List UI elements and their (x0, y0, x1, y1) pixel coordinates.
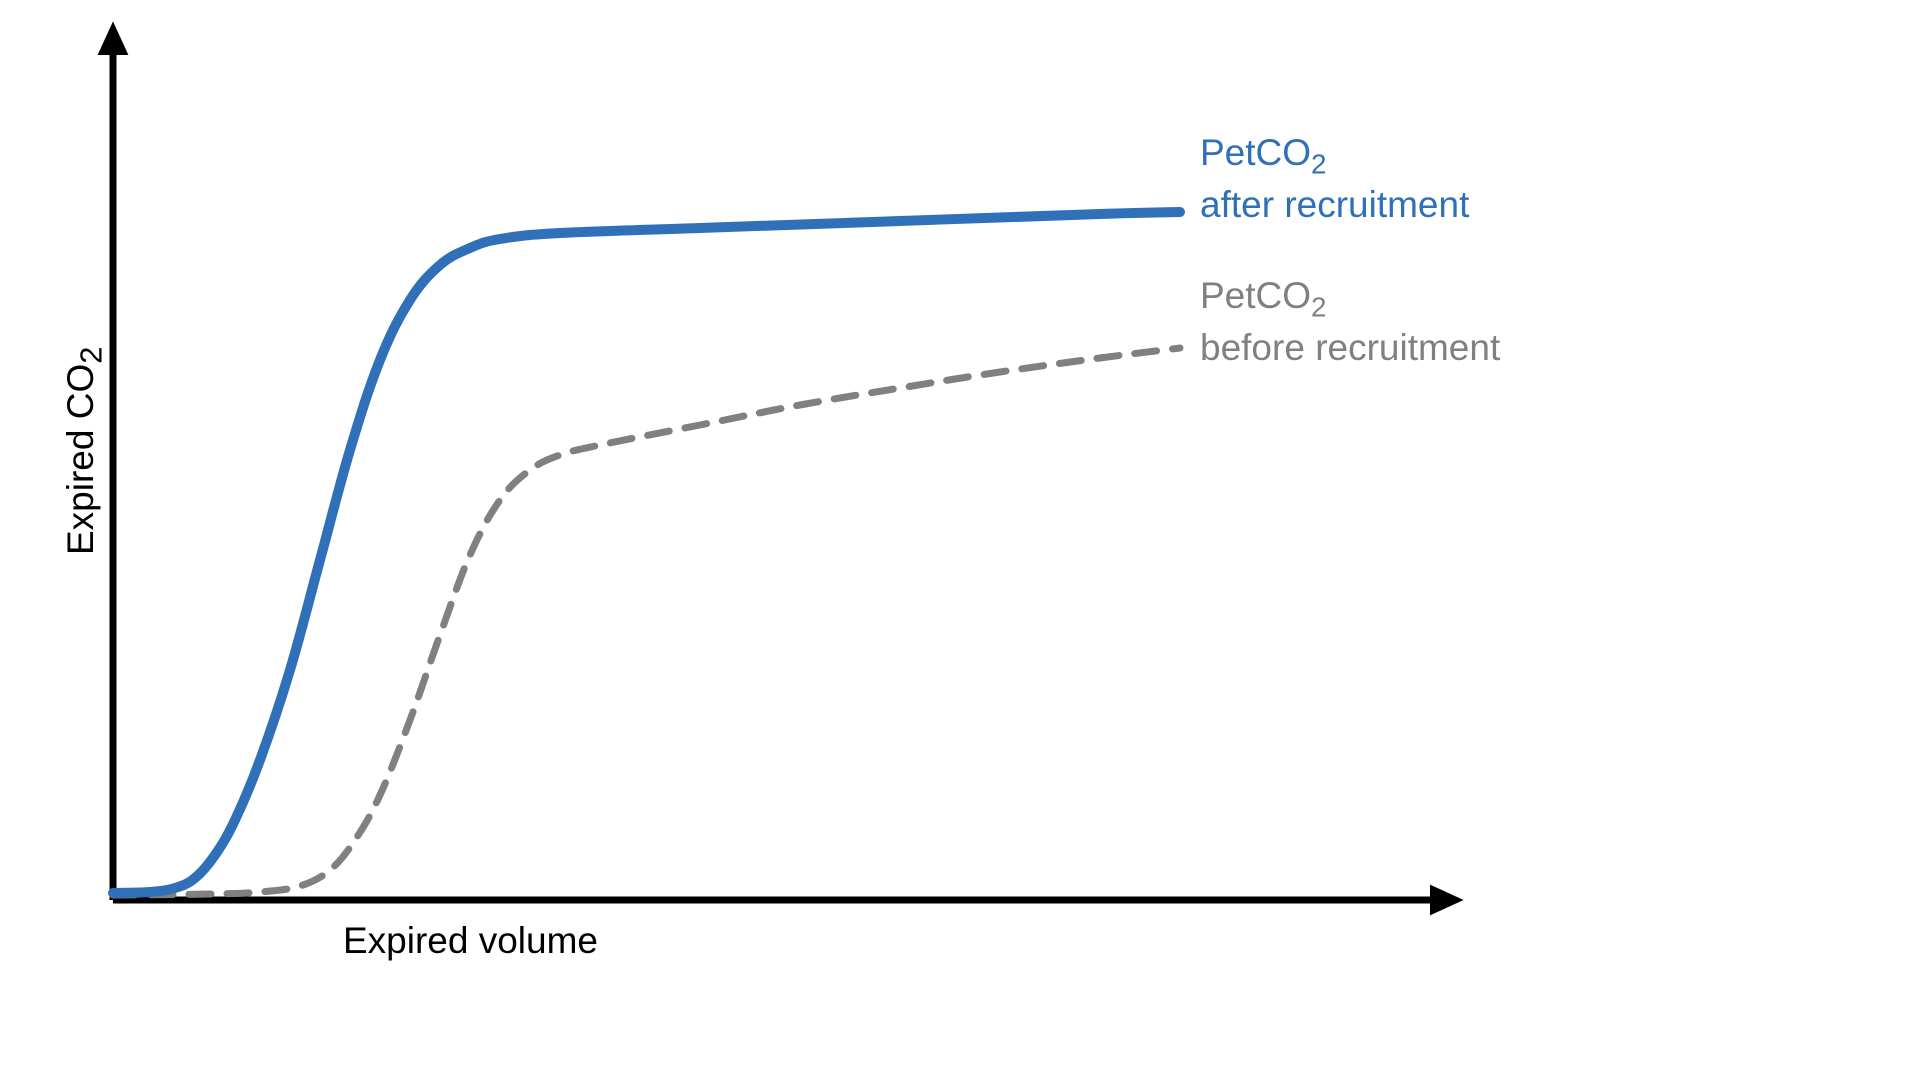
chart-svg (0, 0, 1920, 1079)
x-axis-label: Expired volume (343, 920, 598, 962)
capnography-chart: Expired volume Expired CO2 PetCO2after r… (0, 0, 1920, 1079)
y-axis-label: Expired CO2 (60, 347, 109, 555)
legend-after-recruitment: PetCO2after recruitment (1200, 130, 1469, 228)
legend-before-recruitment: PetCO2before recruitment (1200, 273, 1500, 371)
